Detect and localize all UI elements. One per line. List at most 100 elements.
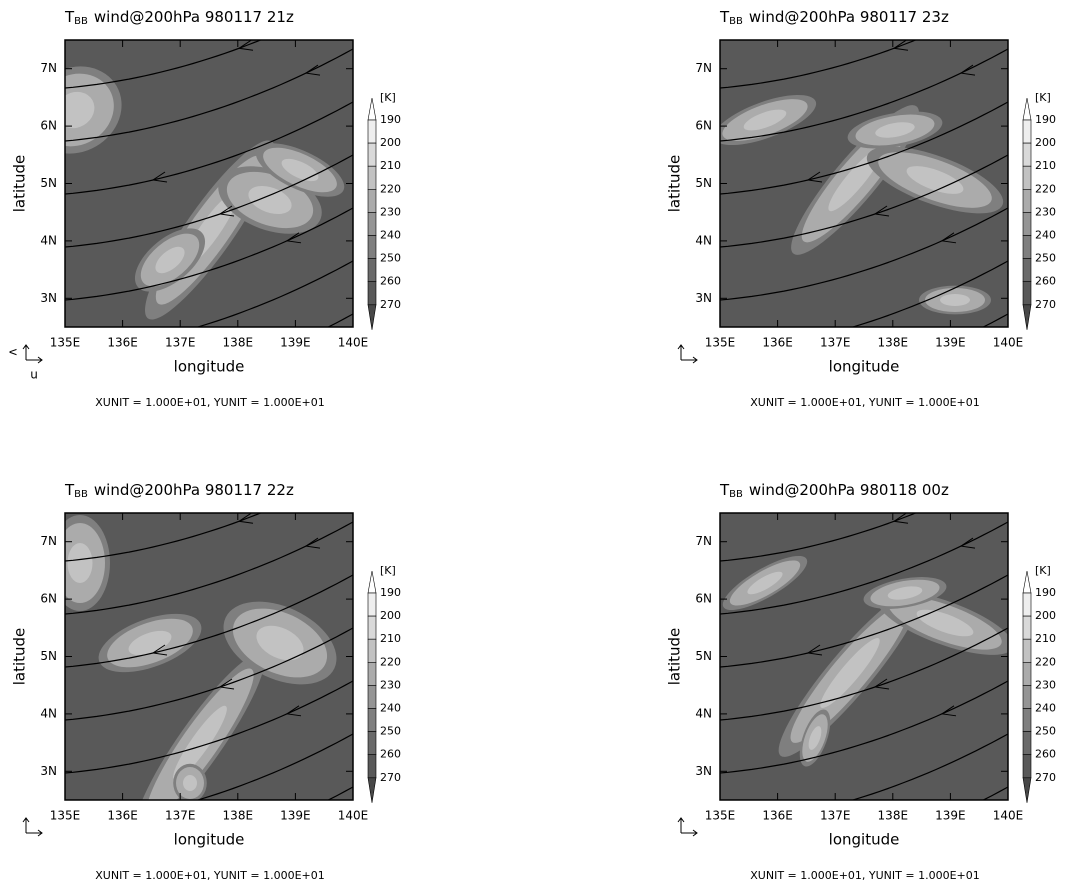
colorbar-unit: [K] <box>1035 564 1051 577</box>
cloud <box>183 775 197 791</box>
colorbar-cap <box>1022 304 1032 330</box>
cloud-field <box>65 513 353 800</box>
colorbar-label: 200 <box>1035 609 1056 622</box>
colorbar-segment <box>1022 708 1032 732</box>
cloud <box>906 166 964 194</box>
x-tick-label: 135E <box>705 809 736 823</box>
y-tick-label: 4N <box>40 706 57 720</box>
x-tick-label: 139E <box>935 809 966 823</box>
colorbar-label: 220 <box>380 182 401 195</box>
x-tick-label: 136E <box>762 336 793 350</box>
colorbar-label: 210 <box>1035 159 1056 172</box>
colorbar-label: 220 <box>1035 182 1056 195</box>
streamline <box>720 154 1008 248</box>
streamline <box>65 154 353 248</box>
y-tick-label: 4N <box>40 233 57 247</box>
streamline <box>65 48 353 142</box>
wind-arrow <box>285 232 302 244</box>
y-tick-label: 6N <box>40 119 57 133</box>
x-tick-label: 137E <box>820 809 851 823</box>
colorbar-label: 200 <box>380 609 401 622</box>
x-tick-label: 139E <box>935 336 966 350</box>
colorbar-segment <box>367 258 377 283</box>
title-symbol: T <box>64 481 75 499</box>
y-axis-label: latitude <box>11 628 29 686</box>
streamline <box>195 733 353 800</box>
colorbar-label: 270 <box>380 298 401 311</box>
x-tick-label: 139E <box>280 336 311 350</box>
colorbar-segment <box>1022 615 1032 640</box>
y-tick-label: 7N <box>695 61 712 75</box>
wind-arrow <box>959 537 976 549</box>
colorbar-label: 210 <box>380 159 401 172</box>
x-tick-label: 138E <box>878 336 909 350</box>
title-symbol: T <box>719 8 730 26</box>
x-axis-label: longitude <box>829 831 900 849</box>
colorbar-segment <box>367 615 377 640</box>
colorbar-label: 260 <box>1035 275 1056 288</box>
colorbar-segment <box>367 638 377 663</box>
colorbar-segment <box>1022 212 1032 236</box>
colorbar-label: 190 <box>1035 586 1056 599</box>
colorbar-segment <box>367 281 377 306</box>
colorbar-label: 260 <box>380 748 401 761</box>
x-tick-label: 135E <box>50 336 81 350</box>
y-tick-label: 6N <box>695 119 712 133</box>
colorbar-cap <box>367 570 377 594</box>
panel: TBB wind@200hPa 980117 23z 135E 136E 137E 138… <box>666 8 1057 410</box>
streamline <box>65 521 353 615</box>
colorbar-label: 200 <box>380 136 401 149</box>
colorbar-label: 190 <box>380 586 401 599</box>
cloud <box>875 122 915 138</box>
cloud <box>128 630 172 656</box>
colorbar-segment <box>1022 165 1032 190</box>
colorbar-label: 270 <box>1035 771 1056 784</box>
panel-title: TBB wind@200hPa 980118 00z <box>719 481 949 501</box>
y-tick-label: 7N <box>695 534 712 548</box>
streamline <box>65 680 353 774</box>
colorbar-segment <box>1022 119 1032 144</box>
x-axis-label: longitude <box>829 358 900 376</box>
vector-label: v <box>7 348 21 355</box>
x-tick-label: 139E <box>280 809 311 823</box>
colorbar-segment <box>367 235 377 259</box>
cloud <box>281 158 319 182</box>
title-subscript: BB <box>74 489 88 500</box>
x-tick-label: 138E <box>878 809 909 823</box>
wind-arrow <box>892 513 909 524</box>
wind-arrow <box>218 205 235 217</box>
title-text: wind@200hPa 980117 21z <box>94 8 294 26</box>
colorbar-label: 240 <box>1035 229 1056 242</box>
cloud-field <box>65 40 353 327</box>
x-tick-label: 138E <box>223 336 254 350</box>
colorbar-segment <box>1022 189 1032 213</box>
colorbar-cap <box>367 304 377 330</box>
colorbar-cap <box>367 97 377 121</box>
panel-title: TBB wind@200hPa 980117 23z <box>719 8 949 28</box>
colorbar-segment <box>367 119 377 144</box>
wind-arrow <box>151 644 168 656</box>
title-symbol: T <box>719 481 730 499</box>
x-tick-label: 140E <box>993 336 1024 350</box>
wind-arrow <box>304 64 321 76</box>
colorbar-segment <box>1022 754 1032 779</box>
x-tick-label: 136E <box>107 809 138 823</box>
colorbar-segment <box>367 165 377 190</box>
streamline <box>65 101 353 195</box>
colorbar-cap <box>367 777 377 803</box>
colorbar-segment <box>367 731 377 756</box>
streamline <box>850 733 1008 800</box>
x-axis-label: longitude <box>174 831 245 849</box>
colorbar-segment <box>367 592 377 617</box>
vector-legend <box>22 344 43 364</box>
cloud <box>747 571 783 595</box>
y-tick-label: 6N <box>695 592 712 606</box>
colorbar-label: 210 <box>1035 632 1056 645</box>
wind-arrow <box>760 442 774 452</box>
panel: TBB wind@200hPa 980118 00z 135E 136E 137E 138… <box>666 442 1057 883</box>
unit-note: XUNIT = 1.000E+01, YUNIT = 1.000E+01 <box>750 396 979 409</box>
x-tick-label: 135E <box>50 809 81 823</box>
colorbar-label: 240 <box>380 702 401 715</box>
colorbar-label: 250 <box>380 725 401 738</box>
